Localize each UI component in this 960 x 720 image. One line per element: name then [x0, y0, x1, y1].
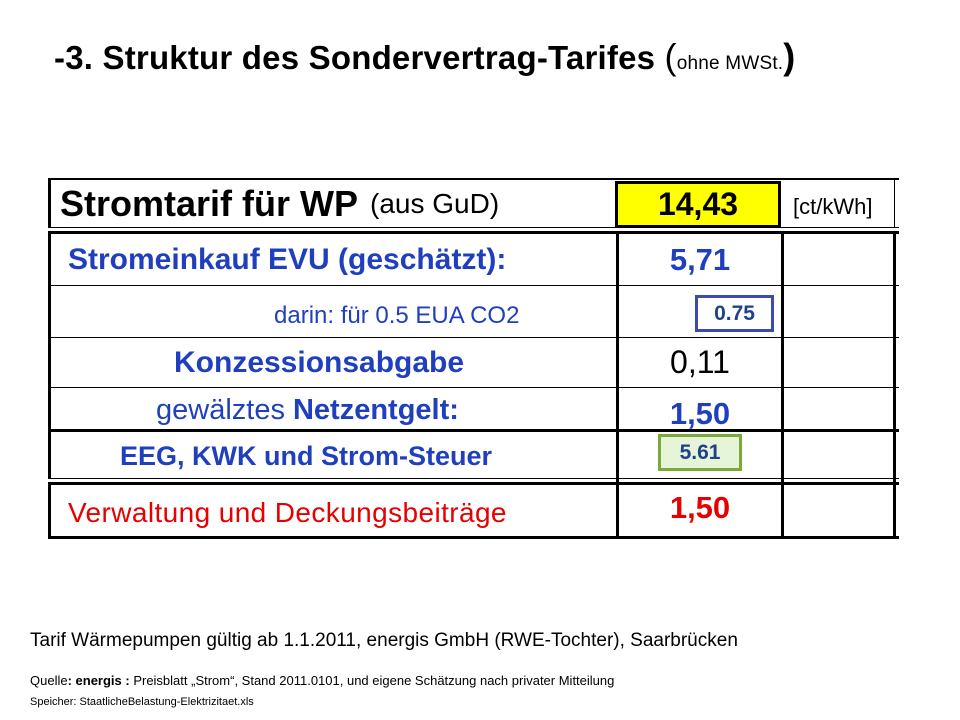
storage-note: Speicher: StaatlicheBelastung-Elektrizit… — [30, 696, 254, 708]
row-konzession-label: Konzessionsabgabe — [174, 345, 465, 379]
table-line — [48, 178, 899, 180]
table-line — [48, 482, 51, 539]
table-line — [48, 482, 899, 485]
header-label: Stromtarif für WP (aus GuD) — [60, 180, 499, 227]
row-co2-label: darin: für 0.5 EUA CO2 — [274, 302, 520, 329]
table-line — [48, 429, 51, 479]
title-main: Struktur des Sondervertrag-Tarifes — [102, 39, 656, 76]
table-line — [48, 429, 899, 432]
title-paren-open: ( — [664, 36, 677, 77]
table-line — [48, 285, 899, 286]
title-prefix: -3. — [54, 39, 94, 76]
header-label-bold: Stromtarif für WP — [60, 182, 359, 224]
header-unit: [ct/kWh] — [793, 193, 873, 219]
header-total-value: 14,43 — [657, 186, 739, 222]
row-netzentgelt-value: 1,50 — [669, 396, 731, 431]
row-verwaltung-value: 1,50 — [669, 490, 731, 525]
title-paren-text: ohne MWSt. — [676, 53, 784, 74]
table-line — [48, 178, 51, 228]
row-konzession-value: 0,11 — [670, 344, 730, 380]
table-line — [48, 387, 899, 388]
source-note: Quelle: energis : Preisblatt „Strom“, St… — [30, 673, 615, 688]
table-line — [48, 536, 899, 539]
table-line — [893, 231, 896, 539]
total-value-highlight — [615, 181, 781, 228]
table-line — [48, 231, 899, 234]
row-netzentgelt-label: gewälztes Netzentgelt: — [156, 393, 459, 426]
row-stromeinkauf-label: Stromeinkauf EVU (geschätzt): — [68, 242, 507, 276]
title-paren-close: ) — [783, 36, 796, 77]
table-line — [48, 478, 899, 479]
tariff-table: Stromtarif für WP (aus GuD) 14,43 [ct/kW… — [48, 178, 899, 539]
table-line — [781, 231, 784, 539]
table-line — [48, 227, 899, 228]
row-stromeinkauf-value: 5,71 — [669, 241, 731, 277]
table-line — [894, 178, 895, 228]
table-line — [48, 337, 899, 338]
co2-share-box: 0.75 — [695, 295, 774, 332]
eeg-value-box: 5.61 — [658, 434, 742, 471]
row-verwaltung-label: Verwaltung und Deckungsbeiträge — [68, 497, 507, 528]
table-line — [616, 231, 619, 539]
tariff-validity-note: Tarif Wärmepumpen gültig ab 1.1.2011, en… — [30, 630, 738, 651]
header-label-normal: (aus GuD) — [370, 187, 500, 219]
row-eeg-label: EEG, KWK und Strom-Steuer — [120, 440, 493, 471]
table-line — [48, 231, 51, 431]
page-title: -3. Struktur des Sondervertrag-Tarifes (… — [54, 36, 796, 78]
